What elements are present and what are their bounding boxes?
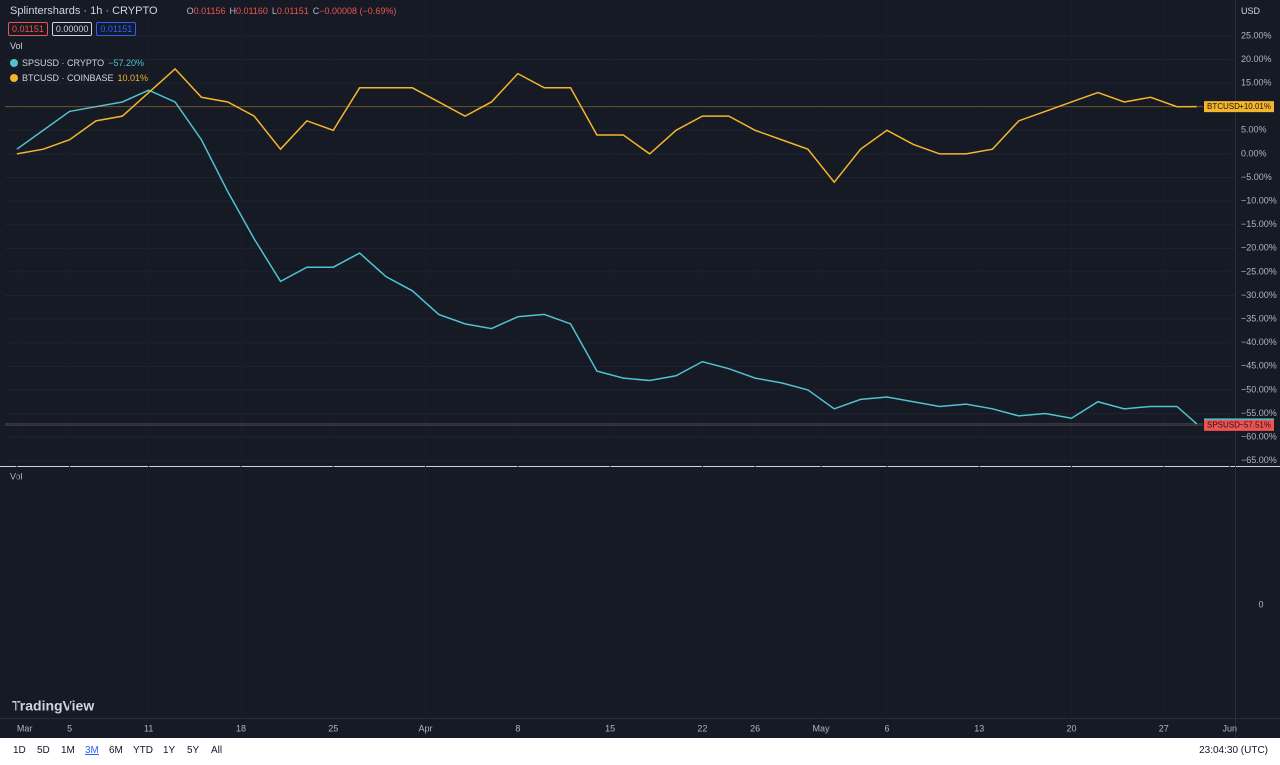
currency[interactable]: USD (1241, 6, 1261, 16)
x-tick-label: 8 (515, 723, 520, 733)
legend-value: −57.20% (108, 58, 144, 68)
volume-title: Vol (10, 471, 23, 481)
y-tick-label: −55.00% (1241, 408, 1277, 418)
price-tag (1204, 419, 1274, 431)
watermark: TradingView (12, 698, 94, 714)
x-tick-label: 22 (697, 723, 707, 733)
x-tick-label: 13 (974, 723, 984, 733)
series-line (16, 67, 1197, 184)
x-tick-label: 18 (236, 723, 246, 733)
header: Splintershards · 1h · CRYPTO O0.01156 H0.… (10, 5, 400, 17)
range-button[interactable]: 1Y (163, 745, 176, 756)
y-tick-label: −20.00% (1241, 243, 1277, 253)
y-tick-label: −10.00% (1241, 195, 1277, 205)
range-button[interactable]: 3M (85, 745, 99, 756)
x-tick-label: 11 (144, 723, 153, 733)
background (0, 0, 1280, 738)
x-tick-label: 27 (1159, 723, 1169, 733)
footer: 1D 5D 1M 3M 6M YTD 1Y 5Y All 23:04:30 (UTC) (0, 738, 1280, 765)
legend-dot (10, 74, 18, 82)
y-tick-label: −50.00% (1241, 384, 1277, 394)
legend-item: SPSUSD · CRYPTO −57.20% (10, 56, 148, 71)
series-line (16, 89, 1198, 425)
clock: 23:04:30 (UTC) (1199, 745, 1268, 756)
ohlc-value: 0.01160 (236, 6, 268, 16)
x-tick-label: Apr (419, 723, 433, 733)
range-button[interactable]: 5Y (187, 745, 200, 756)
ohlc-key: O (186, 6, 194, 16)
price-tag (1204, 101, 1274, 113)
y-tick-label: 15.00% (1241, 77, 1272, 87)
ohlc: O0.01156 H0.01160 L0.01151 C−0.00008 (−0.69… (187, 6, 401, 16)
range-button[interactable]: 1M (61, 745, 75, 756)
volume-tick: 0 (1258, 599, 1263, 609)
buttons: 0.01151 0.00000 0.01151 (8, 22, 140, 36)
ohlc-value: 0.01156 (193, 6, 226, 16)
vol-label: Vol (10, 41, 23, 51)
x-tick-label: 5 (67, 723, 72, 733)
x-tick-label: 25 (328, 723, 338, 733)
price-tag-label: −57.51% (1239, 421, 1271, 430)
y-tick-label: −30.00% (1241, 290, 1277, 300)
x-tick-label: Mar (17, 723, 33, 733)
x-tick-label: 15 (605, 723, 615, 733)
price-button[interactable]: 0.01151 (8, 22, 48, 36)
legend-dot (10, 59, 18, 67)
y-tick-label: 0.00% (1241, 148, 1267, 158)
chart: 0 Vol TradingView 25.00% 20.00% 15.00% 10.0… (0, 0, 1280, 738)
x-tick-label: May (813, 723, 831, 733)
x-tick-label: 26 (750, 723, 760, 733)
y-tick-label: −65.00% (1241, 455, 1277, 465)
ohlc-value: −0.00008 (−0.69%) (319, 6, 397, 16)
y-tick-label: −15.00% (1241, 219, 1277, 229)
y-tick-label: −45.00% (1241, 361, 1277, 371)
x-tick-label: Jun (1222, 723, 1237, 733)
range-button[interactable]: 5D (37, 745, 50, 756)
ohlc-key: H (229, 6, 237, 16)
y-tick-label: −5.00% (1241, 172, 1272, 182)
price-tag-name: BTCUSD (1207, 102, 1240, 111)
symbol: Splintershards · 1h · CRYPTO (10, 5, 158, 17)
range-button[interactable]: YTD (133, 745, 153, 756)
price-tag-label: +10.01% (1239, 102, 1271, 111)
price-button[interactable]: 0.00000 (51, 22, 93, 36)
price-button[interactable]: 0.01151 (96, 22, 137, 36)
range-button[interactable]: All (211, 745, 223, 756)
legend-name: BTCUSD · COINBASE (22, 73, 114, 83)
x-tick-label: 6 (884, 723, 889, 733)
ohlc-value: 0.01151 (276, 6, 309, 16)
legend-name: SPSUSD · CRYPTO (22, 58, 105, 68)
legend-item: BTCUSD · COINBASE 10.01% (10, 71, 148, 86)
y-tick-label: −40.00% (1241, 337, 1277, 347)
y-tick-label: 5.00% (1241, 125, 1267, 135)
y-tick-label: −35.00% (1241, 314, 1277, 324)
y-tick-label: −60.00% (1241, 432, 1277, 442)
range-button[interactable]: 6M (109, 745, 123, 756)
range-button[interactable]: 1D (13, 745, 26, 756)
y-tick-label: −25.00% (1241, 266, 1277, 276)
ohlc-key: C (312, 6, 320, 16)
x-tick-label: 20 (1067, 723, 1077, 733)
ohlc-key: L (271, 6, 277, 16)
legend: SPSUSD · CRYPTO −57.20% BTCUSD · COINBASE 1… (10, 56, 148, 86)
y-tick-label: 25.00% (1241, 30, 1272, 40)
y-tick-label: 20.00% (1241, 54, 1272, 64)
price-tag-name: SPSUSD (1207, 421, 1240, 430)
legend-value: 10.01% (117, 73, 149, 83)
